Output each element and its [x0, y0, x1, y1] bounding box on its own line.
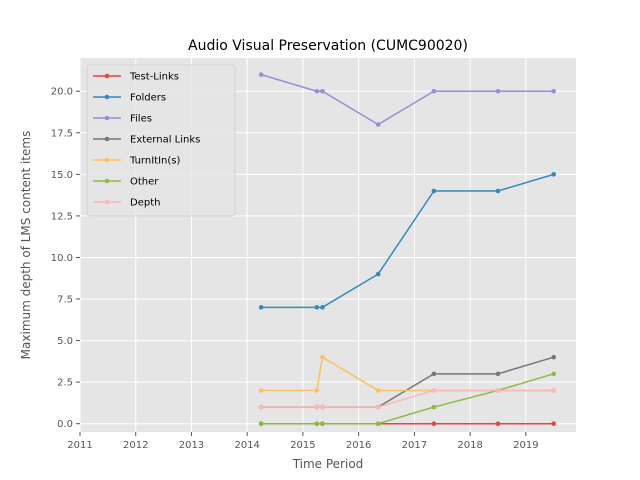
- data-point-depth: [375, 404, 381, 410]
- y-axis: 0.0 2.5 5.0 7.5 10.0 12.5 15.0 17.5 20.0: [51, 87, 80, 430]
- data-point-depth: [320, 404, 325, 410]
- data-point-other: [431, 404, 437, 410]
- data-point-folders: [320, 305, 325, 310]
- x-axis-label: Time Period: [292, 457, 364, 471]
- data-point-external-links: [551, 354, 557, 360]
- data-point-turnitin-s: [314, 388, 320, 393]
- data-point-files: [258, 72, 264, 77]
- data-point-files: [431, 88, 437, 94]
- data-point-turnitin-s: [375, 388, 381, 393]
- data-point-files: [314, 88, 320, 94]
- x-tick-label: 2013: [179, 440, 204, 451]
- data-point-other: [551, 371, 557, 377]
- data-point-test-links: [495, 421, 501, 426]
- legend-label: Test-Links: [129, 72, 179, 83]
- y-tick-label: 0.0: [57, 419, 73, 430]
- y-tick-label: 5.0: [57, 336, 73, 347]
- legend-label: External Links: [130, 135, 200, 146]
- data-point-other: [375, 421, 381, 426]
- legend-marker: [104, 199, 110, 205]
- legend-label: Folders: [130, 93, 166, 104]
- legend: Test-Links Folders Files External Links Turn…: [86, 64, 236, 217]
- data-point-external-links: [431, 371, 437, 377]
- x-tick-label: 2017: [402, 440, 427, 451]
- legend-marker: [104, 94, 110, 100]
- data-point-folders: [551, 172, 557, 177]
- data-point-folders: [495, 188, 501, 194]
- y-tick-label: 12.5: [51, 211, 73, 222]
- data-point-depth: [495, 388, 501, 393]
- y-axis-label: Maximum depth of LMS content items: [19, 131, 33, 360]
- data-point-files: [375, 122, 381, 127]
- y-tick-label: 10.0: [51, 253, 73, 264]
- x-tick-label: 2014: [234, 440, 259, 451]
- data-point-depth: [431, 388, 437, 393]
- data-point-external-links: [495, 371, 501, 377]
- legend-marker: [104, 178, 110, 184]
- data-point-files: [320, 88, 325, 94]
- data-point-folders: [431, 188, 437, 194]
- data-point-folders: [314, 305, 320, 310]
- data-point-depth: [314, 404, 320, 410]
- data-point-folders: [375, 271, 381, 277]
- chart-title: Audio Visual Preservation (CUMC90020): [188, 38, 468, 54]
- data-point-turnitin-s: [258, 388, 264, 393]
- x-tick-label: 2018: [457, 440, 482, 451]
- data-point-test-links: [551, 421, 557, 426]
- x-tick-label: 2015: [290, 440, 315, 451]
- legend-label: Depth: [130, 198, 160, 209]
- y-tick-label: 15.0: [51, 170, 73, 181]
- y-tick-label: 7.5: [57, 295, 73, 306]
- data-point-turnitin-s: [320, 354, 325, 360]
- y-tick-label: 17.5: [51, 128, 73, 139]
- data-point-other: [314, 421, 320, 426]
- data-point-depth: [551, 388, 557, 393]
- data-point-depth: [258, 404, 264, 410]
- legend-box: [86, 64, 236, 217]
- x-tick-label: 2016: [346, 440, 371, 451]
- legend-marker: [104, 115, 110, 121]
- data-point-other: [320, 421, 325, 426]
- x-tick-label: 2011: [67, 440, 92, 451]
- legend-label: Other: [130, 177, 159, 188]
- x-tick-label: 2019: [513, 440, 538, 451]
- data-point-test-links: [431, 421, 437, 426]
- data-point-other: [258, 421, 264, 426]
- x-axis: 2011 2012 2013 2014 2015 2016 2017 2018 2019: [67, 432, 539, 451]
- data-point-files: [495, 88, 501, 94]
- y-tick-label: 20.0: [51, 87, 73, 98]
- legend-marker: [104, 136, 110, 142]
- x-tick-label: 2012: [123, 440, 148, 451]
- legend-label: Files: [130, 114, 152, 125]
- data-point-files: [551, 88, 557, 94]
- legend-marker: [104, 73, 110, 79]
- series-group: [258, 72, 557, 426]
- legend-marker: [104, 157, 110, 163]
- data-point-folders: [258, 305, 264, 310]
- legend-label: TurnItIn(s): [129, 156, 180, 167]
- y-tick-label: 2.5: [57, 378, 73, 389]
